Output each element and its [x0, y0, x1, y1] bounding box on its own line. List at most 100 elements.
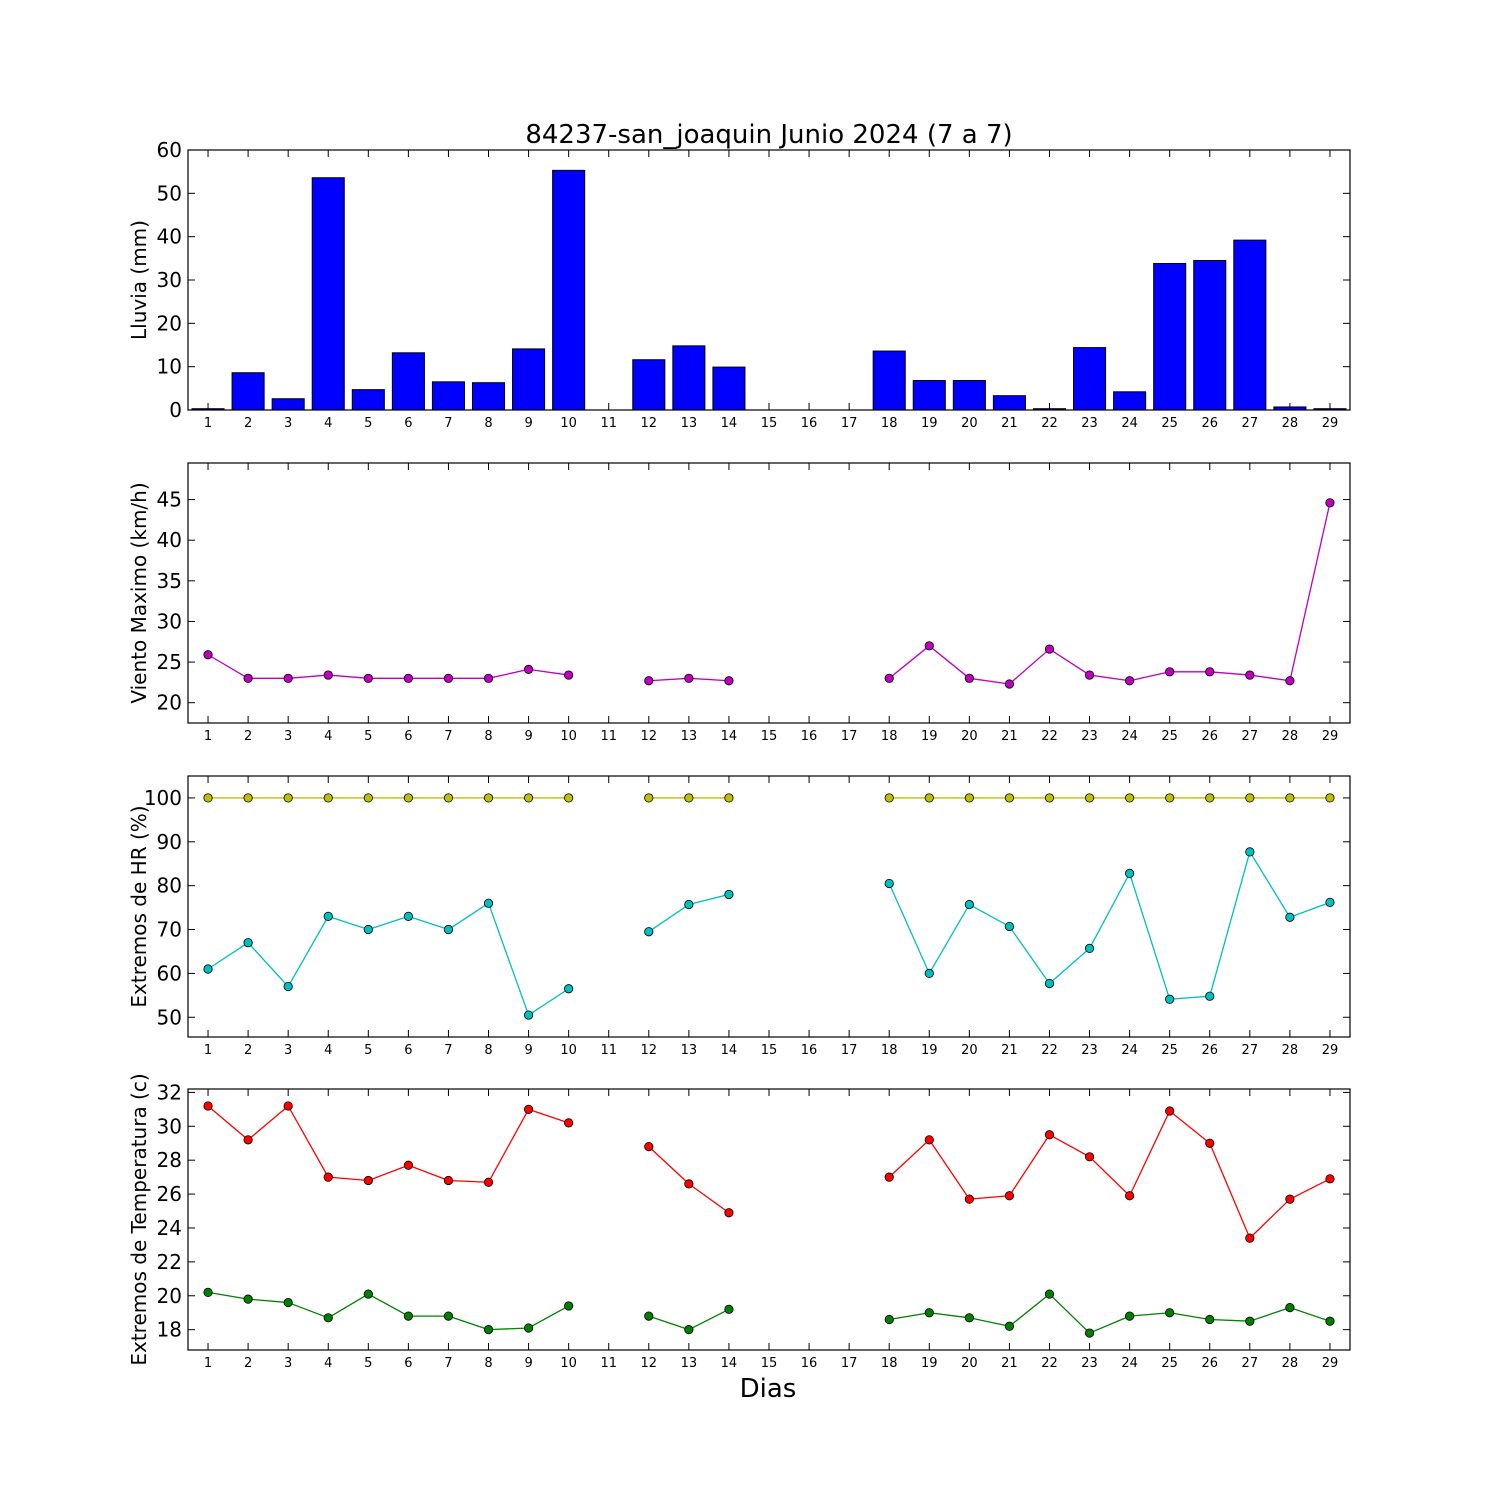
x-tick-label: 1 [204, 729, 212, 744]
series-1-point [1205, 1138, 1215, 1148]
series-1-point [443, 1175, 454, 1186]
x-tick-label: 25 [1161, 729, 1178, 744]
series-2-point [1205, 1314, 1215, 1325]
series-1-point [884, 1172, 894, 1182]
y-tick-label: 50 [157, 1005, 182, 1029]
series-1-point [924, 1135, 934, 1145]
series-1-point [403, 1160, 413, 1170]
series-1-point [1325, 1174, 1335, 1184]
x-tick-label: 28 [1282, 1356, 1299, 1371]
series-1-segment [1008, 1134, 1051, 1197]
y-tick-label: 35 [157, 569, 182, 593]
series-1-segment [1049, 1134, 1090, 1158]
series-1-point [403, 673, 413, 683]
series-1-segment [287, 1105, 329, 1178]
series-1-segment [328, 674, 369, 679]
series-1-point [884, 793, 894, 803]
x-tick-label: 21 [1001, 1043, 1018, 1058]
x-tick-label: 23 [1081, 729, 1098, 744]
x-tick-label: 13 [681, 1356, 698, 1371]
bar-day-21 [992, 395, 1026, 411]
series-1-segment [368, 1164, 409, 1182]
x-tick-label: 9 [524, 1356, 532, 1371]
series-1-point [1285, 793, 1295, 803]
x-tick-label: 2 [244, 416, 252, 431]
bar-day-5 [351, 389, 385, 411]
series-2-point [363, 924, 373, 935]
x-tick-label: 29 [1322, 729, 1339, 744]
bar-day-10 [552, 169, 586, 411]
series-2-segment [528, 1305, 569, 1329]
series-2-segment [648, 903, 690, 933]
series-2-point [884, 1314, 894, 1325]
figure-title: 84237-san_joaquin Junio 2024 (7 a 7) [525, 120, 1012, 150]
x-tick-label: 14 [721, 1043, 738, 1058]
series-1-point [443, 793, 454, 803]
y-tick-label: 10 [157, 355, 182, 379]
bar-day-18 [872, 350, 906, 411]
x-tick-label: 19 [921, 1356, 938, 1371]
series-2-point [964, 1313, 974, 1323]
x-tick-label: 23 [1081, 1356, 1098, 1371]
x-tick-label: 3 [284, 416, 292, 431]
x-tick-label: 3 [284, 1356, 292, 1371]
series-2-point [443, 1311, 454, 1321]
x-tick-label: 29 [1322, 416, 1339, 431]
y-tick-label: 28 [157, 1148, 182, 1172]
series-1-point [1004, 793, 1015, 803]
series-2-segment [1289, 1307, 1331, 1322]
series-2-point [1084, 1328, 1095, 1338]
x-tick-label: 4 [324, 1356, 332, 1371]
x-tick-label: 12 [641, 1356, 658, 1371]
series-1-segment [888, 645, 930, 679]
y-axis-label: Extremos de Temperatura (c) [127, 1073, 151, 1365]
x-tick-label: 6 [404, 1356, 412, 1371]
series-1-segment [928, 1139, 970, 1200]
x-tick-label: 18 [881, 1043, 898, 1058]
series-2-segment [448, 902, 489, 931]
series-2-segment [528, 988, 570, 1016]
x-tick-label: 28 [1282, 1043, 1299, 1058]
series-1-point [483, 1177, 494, 1187]
bar-day-3 [271, 398, 305, 411]
series-2-point [203, 1287, 213, 1297]
series-1-segment [928, 645, 970, 679]
x-tick-label: 12 [641, 416, 658, 431]
series-2-segment [1209, 1318, 1250, 1322]
x-tick-label: 1 [204, 1356, 212, 1371]
series-2-point [644, 927, 654, 937]
bar-day-13 [672, 345, 706, 411]
series-1-point [1325, 793, 1335, 803]
series-1-segment [969, 1195, 1010, 1200]
series-1-segment [1289, 1178, 1331, 1200]
x-tick-label: 22 [1041, 1043, 1058, 1058]
x-tick-label: 5 [364, 1043, 372, 1058]
series-2-segment [1169, 1312, 1210, 1321]
x-tick-label: 17 [841, 729, 858, 744]
x-tick-label: 6 [404, 416, 412, 431]
x-tick-label: 8 [484, 729, 492, 744]
series-2-point [1245, 847, 1255, 857]
series-2-segment [1289, 901, 1331, 918]
x-tick-label: 12 [641, 1043, 658, 1058]
series-2-segment [1088, 873, 1131, 949]
x-tick-label: 11 [600, 1043, 617, 1058]
bar-day-12 [632, 359, 666, 411]
x-tick-label: 13 [681, 416, 698, 431]
series-1-point [283, 1101, 293, 1111]
series-2-point [644, 1311, 654, 1321]
x-tick-label: 19 [921, 416, 938, 431]
series-2-point [283, 1297, 293, 1308]
series-2-segment [1129, 873, 1171, 1000]
series-1-point [283, 793, 293, 803]
series-1-segment [1089, 674, 1130, 682]
series-2-point [523, 1323, 534, 1333]
series-2-segment [1049, 1293, 1091, 1334]
x-tick-label: 12 [641, 729, 658, 744]
series-2-segment [889, 1312, 930, 1321]
x-tick-label: 17 [841, 1356, 858, 1371]
x-tick-label: 19 [921, 1043, 938, 1058]
series-1-point [1165, 793, 1175, 803]
